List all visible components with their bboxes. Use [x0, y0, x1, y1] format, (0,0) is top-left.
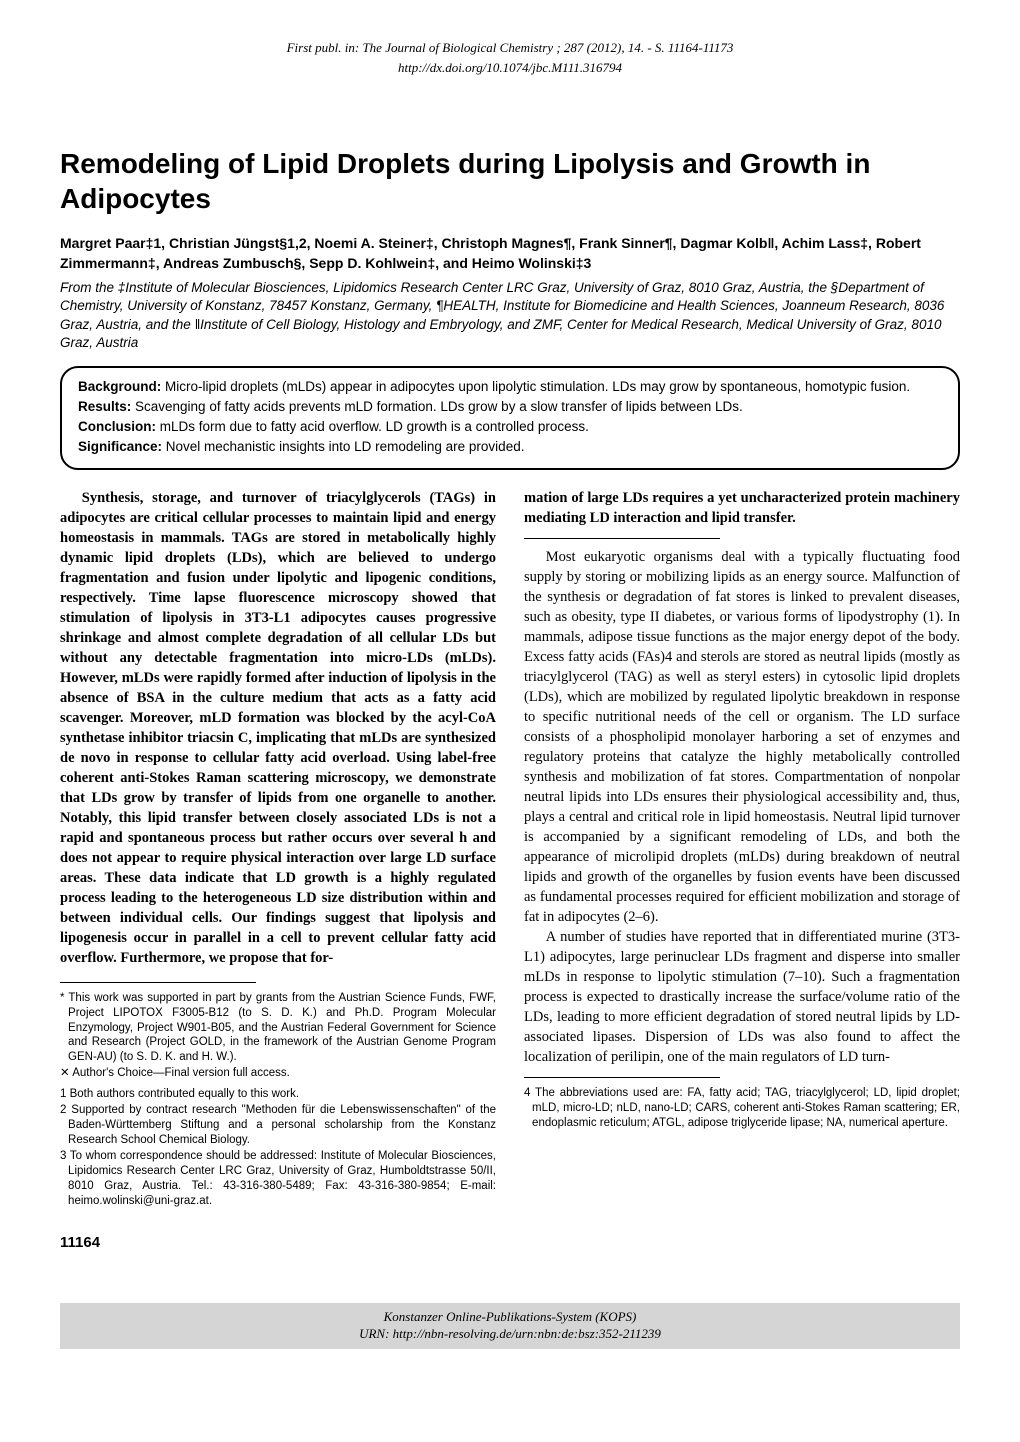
conclusion-label: Conclusion: [78, 419, 156, 434]
footnote-divider-right [524, 1077, 720, 1078]
abstract-body-divider [524, 538, 720, 539]
repository-footer: Konstanzer Online-Publikations-System (K… [60, 1303, 960, 1349]
publication-citation: First publ. in: The Journal of Biologica… [60, 40, 960, 56]
footnote-1: 1 Both authors contributed equally to th… [60, 1087, 496, 1102]
abstract-col2: mation of large LDs requires a yet uncha… [524, 488, 960, 528]
article-title: Remodeling of Lipid Droplets during Lipo… [60, 146, 960, 216]
footnote-4: 4 The abbreviations used are: FA, fatty … [524, 1086, 960, 1131]
conclusion-text: mLDs form due to fatty acid overflow. LD… [156, 419, 589, 434]
footnotes-left: * This work was supported in part by gra… [60, 991, 496, 1209]
significance-text: Novel mechanistic insights into LD remod… [162, 439, 524, 454]
doi-link: http://dx.doi.org/10.1074/jbc.M111.31679… [60, 60, 960, 76]
footnote-3: 3 To whom correspondence should be addre… [60, 1149, 496, 1209]
summary-results: Results: Scavenging of fatty acids preve… [78, 398, 942, 417]
body-paragraph-2: A number of studies have reported that i… [524, 927, 960, 1067]
footnote-divider-left [60, 982, 256, 983]
footnotes-right: 4 The abbreviations used are: FA, fatty … [524, 1086, 960, 1131]
footnote-funding: * This work was supported in part by gra… [60, 991, 496, 1066]
footnote-authors-choice: ✕ Author's Choice—Final version full acc… [60, 1066, 496, 1081]
summary-significance: Significance: Novel mechanistic insights… [78, 438, 942, 457]
footer-line-1: Konstanzer Online-Publikations-System (K… [60, 1309, 960, 1326]
results-text: Scavenging of fatty acids prevents mLD f… [131, 399, 743, 414]
body-paragraph-1: Most eukaryotic organisms deal with a ty… [524, 547, 960, 927]
background-text: Micro-lipid droplets (mLDs) appear in ad… [161, 379, 910, 394]
footer-line-2: URN: http://nbn-resolving.de/urn:nbn:de:… [60, 1326, 960, 1343]
significance-label: Significance: [78, 439, 162, 454]
summary-box: Background: Micro-lipid droplets (mLDs) … [60, 366, 960, 470]
abstract-col1: Synthesis, storage, and turnover of tria… [60, 488, 496, 968]
two-column-body: Synthesis, storage, and turnover of tria… [60, 488, 960, 1254]
results-label: Results: [78, 399, 131, 414]
summary-conclusion: Conclusion: mLDs form due to fatty acid … [78, 418, 942, 437]
footnote-2: 2 Supported by contract research "Method… [60, 1103, 496, 1148]
summary-background: Background: Micro-lipid droplets (mLDs) … [78, 378, 942, 397]
background-label: Background: [78, 379, 161, 394]
page-number: 11164 [60, 1233, 496, 1254]
affiliations: From the ‡Institute of Molecular Bioscie… [60, 279, 960, 352]
author-list: Margret Paar‡1, Christian Jüngst§1,2, No… [60, 234, 960, 273]
